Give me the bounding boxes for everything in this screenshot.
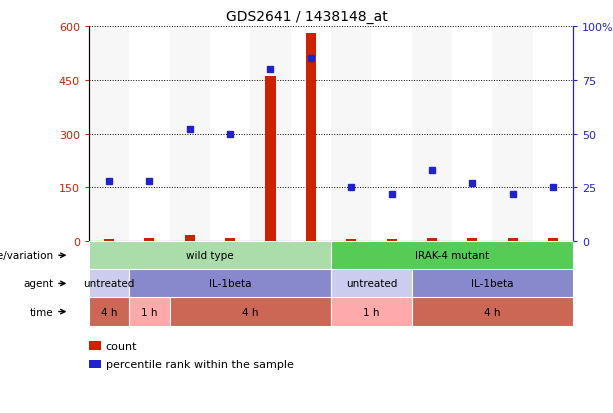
Bar	[89, 242, 331, 270]
Bar	[452, 27, 492, 242]
Bar	[89, 342, 101, 350]
Text: IL-1beta: IL-1beta	[471, 279, 514, 289]
Text: time: time	[29, 307, 53, 317]
Text: 1 h: 1 h	[141, 307, 158, 317]
Bar	[210, 27, 250, 242]
Text: untreated: untreated	[346, 279, 397, 289]
Bar	[225, 238, 235, 242]
Bar	[89, 360, 101, 368]
Bar	[427, 239, 437, 242]
Text: 4 h: 4 h	[101, 307, 117, 317]
Bar	[387, 240, 397, 242]
Bar	[89, 27, 129, 242]
Text: percentile rank within the sample: percentile rank within the sample	[106, 359, 294, 369]
Bar	[331, 298, 412, 326]
Bar	[331, 270, 412, 298]
Bar	[250, 27, 291, 242]
Bar	[170, 298, 331, 326]
Text: 1 h: 1 h	[363, 307, 379, 317]
Bar	[467, 238, 478, 242]
Text: IRAK-4 mutant: IRAK-4 mutant	[415, 251, 489, 261]
Bar	[89, 270, 129, 298]
Bar	[346, 239, 356, 242]
Bar	[533, 27, 573, 242]
Bar	[306, 34, 316, 242]
Bar	[89, 298, 129, 326]
Text: untreated: untreated	[83, 279, 135, 289]
Bar	[548, 238, 558, 242]
Text: genotype/variation: genotype/variation	[0, 251, 53, 261]
Bar	[265, 77, 275, 242]
Bar	[371, 27, 412, 242]
Bar	[412, 27, 452, 242]
Text: IL-1beta: IL-1beta	[209, 279, 251, 289]
Bar	[492, 27, 533, 242]
Bar	[331, 242, 573, 270]
Text: count: count	[106, 341, 137, 351]
Bar	[170, 27, 210, 242]
Bar	[185, 235, 195, 242]
Bar	[291, 27, 331, 242]
Bar	[412, 298, 573, 326]
Bar	[104, 240, 114, 242]
Text: 4 h: 4 h	[242, 307, 259, 317]
Bar	[129, 298, 170, 326]
Text: 4 h: 4 h	[484, 307, 501, 317]
Bar	[412, 270, 573, 298]
Bar	[145, 239, 154, 242]
Text: wild type: wild type	[186, 251, 234, 261]
Bar	[129, 27, 170, 242]
Text: agent: agent	[23, 279, 53, 289]
Bar	[508, 239, 517, 242]
Text: GDS2641 / 1438148_at: GDS2641 / 1438148_at	[226, 10, 387, 24]
Bar	[331, 27, 371, 242]
Bar	[129, 270, 331, 298]
